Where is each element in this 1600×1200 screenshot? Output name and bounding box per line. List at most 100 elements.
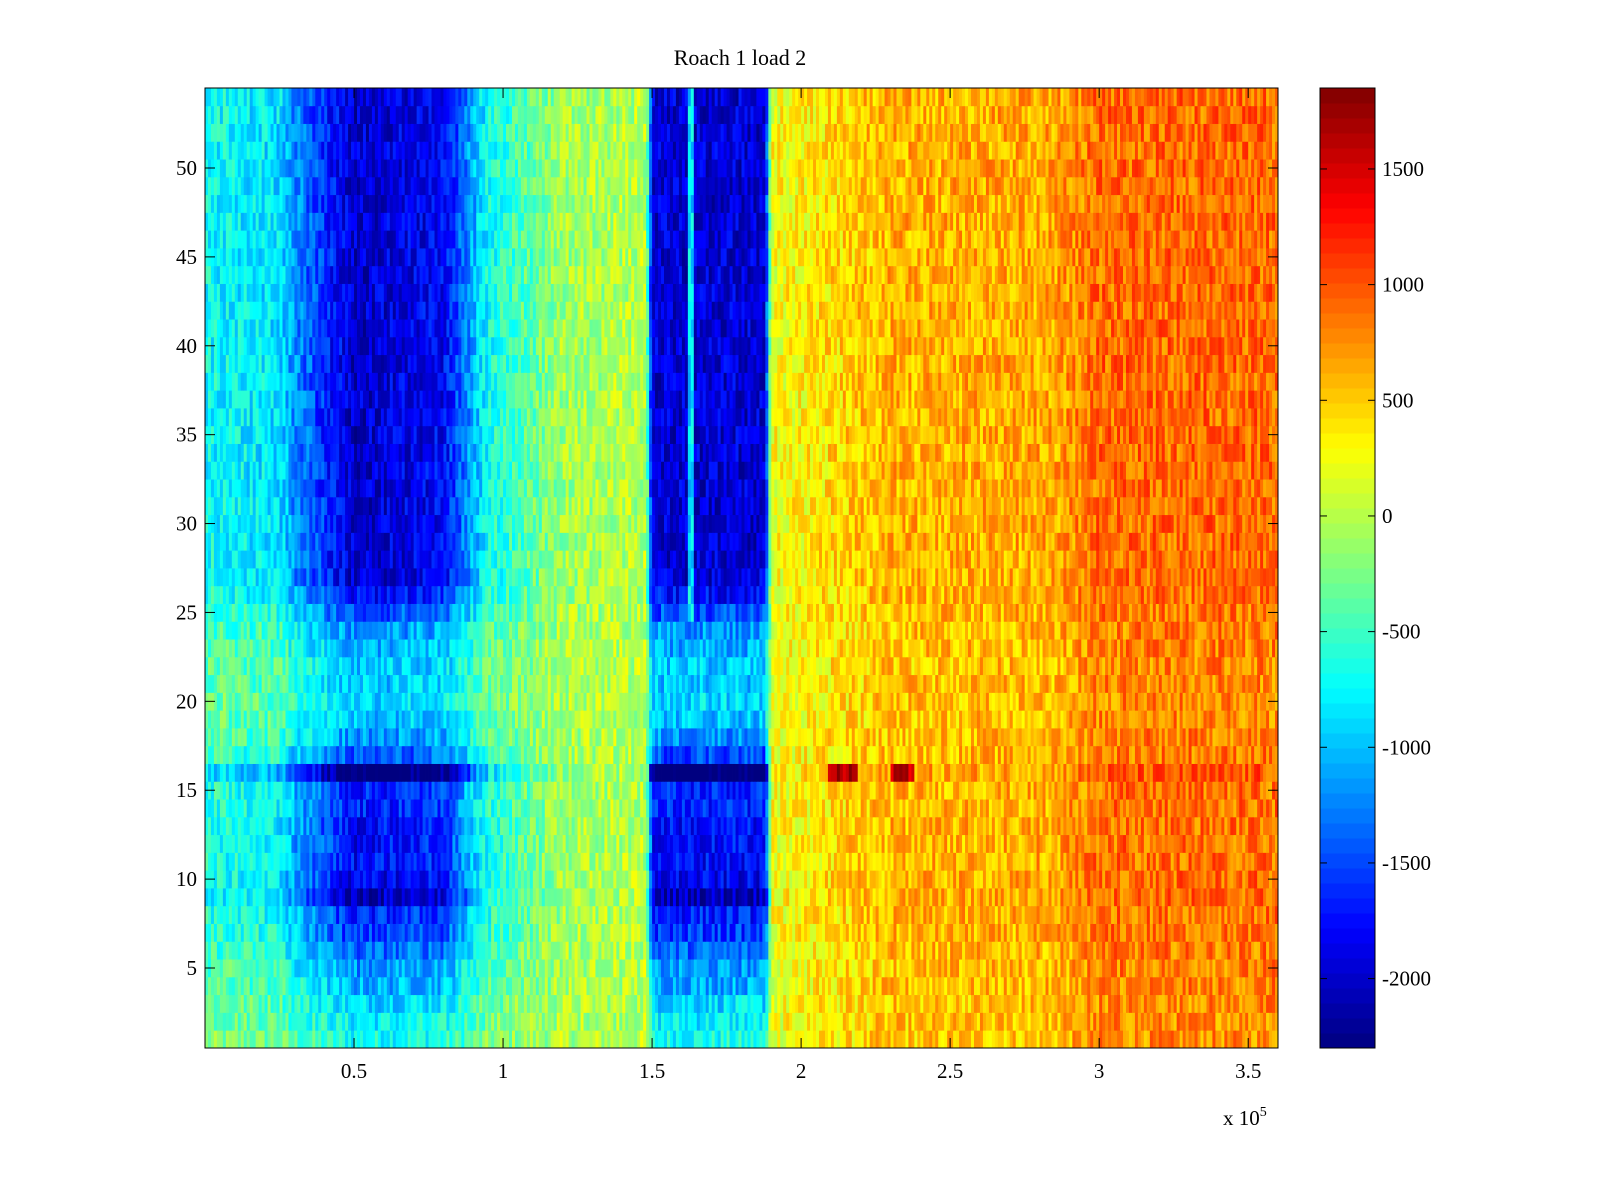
heatmap-cell (211, 799, 214, 817)
heatmap-cell (557, 817, 560, 835)
heatmap-cell (691, 924, 694, 942)
heatmap-cell (888, 870, 891, 888)
heatmap-cell (962, 906, 965, 924)
heatmap-cell (524, 817, 527, 835)
heatmap-cell (351, 959, 354, 977)
heatmap-cell (563, 995, 566, 1013)
heatmap-cell (300, 924, 303, 942)
heatmap-cell (387, 995, 390, 1013)
heatmap-cell (864, 941, 867, 959)
heatmap-cell (905, 941, 908, 959)
heatmap-cell (1043, 1012, 1046, 1030)
heatmap-cell (810, 995, 813, 1013)
heatmap-cell (429, 941, 432, 959)
heatmap-cell (926, 1012, 929, 1030)
heatmap-cell (1054, 1030, 1057, 1048)
heatmap-cell (798, 906, 801, 924)
heatmap-cell (941, 799, 944, 817)
heatmap-cell (271, 995, 274, 1013)
heatmap-cell (1263, 995, 1266, 1013)
heatmap-cell (989, 959, 992, 977)
heatmap-cell (575, 835, 578, 853)
heatmap-cell (405, 924, 408, 942)
heatmap-cell (440, 852, 443, 870)
heatmap-cell (205, 906, 208, 924)
heatmap-cell (288, 1012, 291, 1030)
heatmap-cell (1254, 995, 1257, 1013)
heatmap-cell (1099, 995, 1102, 1013)
heatmap-cell (628, 799, 631, 817)
heatmap-cell (1221, 870, 1224, 888)
heatmap-cell (375, 959, 378, 977)
heatmap-cell (1043, 1030, 1046, 1048)
heatmap-cell (1266, 995, 1269, 1013)
heatmap-cell (414, 852, 417, 870)
heatmap-cell (888, 941, 891, 959)
heatmap-cell (891, 977, 894, 995)
heatmap-cell (777, 1012, 780, 1030)
heatmap-cell (1060, 977, 1063, 995)
heatmap-cell (882, 941, 885, 959)
heatmap-cell (1111, 959, 1114, 977)
heatmap-cell (595, 799, 598, 817)
heatmap-cell (321, 941, 324, 959)
heatmap-cell (688, 817, 691, 835)
heatmap-cell (923, 835, 926, 853)
heatmap-cell (849, 852, 852, 870)
heatmap-cell (449, 888, 452, 906)
heatmap-cell (551, 995, 554, 1013)
heatmap-cell (622, 1012, 625, 1030)
heatmap-cell (1108, 817, 1111, 835)
heatmap-cell (870, 941, 873, 959)
heatmap-cell (1254, 959, 1257, 977)
heatmap-cell (813, 941, 816, 959)
heatmap-cell (578, 941, 581, 959)
heatmap-cell (214, 888, 217, 906)
heatmap-cell (503, 799, 506, 817)
heatmap-cell (989, 1012, 992, 1030)
heatmap-cell (1046, 835, 1049, 853)
heatmap-cell (819, 835, 822, 853)
heatmap-cell (494, 817, 497, 835)
heatmap-cell (682, 1012, 685, 1030)
heatmap-cell (527, 941, 530, 959)
heatmap-cell (944, 1030, 947, 1048)
heatmap-cell (446, 995, 449, 1013)
heatmap-cell (926, 1030, 929, 1048)
heatmap-cell (780, 835, 783, 853)
heatmap-cell (962, 817, 965, 835)
heatmap-cell (1236, 906, 1239, 924)
heatmap-cell (1066, 817, 1069, 835)
heatmap-cell (256, 817, 259, 835)
heatmap-cell (962, 995, 965, 1013)
heatmap-cell (288, 799, 291, 817)
heatmap-cell (1183, 870, 1186, 888)
heatmap-cell (1260, 995, 1263, 1013)
heatmap-cell (861, 941, 864, 959)
heatmap-cell (1087, 924, 1090, 942)
heatmap-cell (351, 870, 354, 888)
heatmap-cell (1004, 977, 1007, 995)
heatmap-cell (941, 941, 944, 959)
heatmap-cell (828, 835, 831, 853)
heatmap-cell (935, 941, 938, 959)
heatmap-cell (437, 941, 440, 959)
heatmap-cell (1198, 1030, 1201, 1048)
heatmap-cell (721, 852, 724, 870)
heatmap-cell (1192, 852, 1195, 870)
heatmap-cell (816, 888, 819, 906)
heatmap-cell (1084, 977, 1087, 995)
heatmap-cell (640, 941, 643, 959)
heatmap-cell (575, 924, 578, 942)
heatmap-cell (1013, 906, 1016, 924)
heatmap-cell (1057, 799, 1060, 817)
heatmap-cell (902, 941, 905, 959)
heatmap-cell (518, 835, 521, 853)
heatmap-cell (309, 924, 312, 942)
heatmap-cell (882, 799, 885, 817)
heatmap-cell (1245, 995, 1248, 1013)
heatmap-cell (1177, 852, 1180, 870)
heatmap-cell (1049, 959, 1052, 977)
heatmap-cell (530, 924, 533, 942)
heatmap-cell (435, 835, 438, 853)
